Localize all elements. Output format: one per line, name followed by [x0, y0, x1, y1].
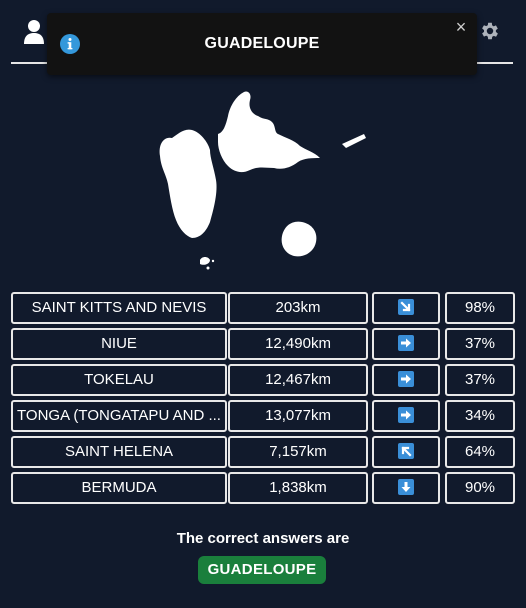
guess-country: BERMUDA	[11, 472, 227, 504]
guess-distance: 12,467km	[228, 364, 368, 396]
user-icon[interactable]	[23, 19, 45, 45]
guess-proximity: 37%	[445, 328, 515, 360]
gear-icon[interactable]	[479, 20, 501, 42]
info-icon	[60, 34, 80, 54]
guess-distance: 7,157km	[228, 436, 368, 468]
guess-row: BERMUDA 1,838km 90%	[11, 472, 515, 504]
guess-direction	[372, 472, 440, 504]
country-silhouette	[159, 91, 366, 270]
toast-title: GUADELOUPE	[204, 35, 320, 52]
guess-direction	[372, 292, 440, 324]
guess-distance: 13,077km	[228, 400, 368, 432]
guess-list: SAINT KITTS AND NEVIS 203km 98% NIUE 12,…	[11, 292, 515, 508]
guess-proximity: 90%	[445, 472, 515, 504]
guess-distance: 12,490km	[228, 328, 368, 360]
guess-direction	[372, 328, 440, 360]
guess-distance: 203km	[228, 292, 368, 324]
arrow-south-icon	[398, 478, 414, 495]
guess-row: NIUE 12,490km 37%	[11, 328, 515, 360]
guess-row: SAINT HELENA 7,157km 64%	[11, 436, 515, 468]
arrow-east-icon	[398, 370, 414, 387]
arrow-north-west-icon	[398, 442, 414, 459]
guess-distance: 1,838km	[228, 472, 368, 504]
guess-country: TOKELAU	[11, 364, 227, 396]
guess-row: SAINT KITTS AND NEVIS 203km 98%	[11, 292, 515, 324]
guess-direction	[372, 400, 440, 432]
arrow-south-east-icon	[398, 298, 414, 315]
guess-country: NIUE	[11, 328, 227, 360]
guess-country: TONGA (TONGATAPU AND ...	[11, 400, 227, 432]
guess-proximity: 64%	[445, 436, 515, 468]
guess-proximity: 37%	[445, 364, 515, 396]
guess-row: TONGA (TONGATAPU AND ... 13,077km 34%	[11, 400, 515, 432]
answer-label: The correct answers are	[176, 530, 350, 547]
guess-direction	[372, 364, 440, 396]
guess-proximity: 98%	[445, 292, 515, 324]
arrow-east-icon	[398, 334, 414, 351]
guess-country: SAINT HELENA	[11, 436, 227, 468]
close-button[interactable]: ×	[455, 17, 467, 37]
guess-direction	[372, 436, 440, 468]
guess-country: SAINT KITTS AND NEVIS	[11, 292, 227, 324]
arrow-east-icon	[398, 406, 414, 423]
guess-row: TOKELAU 12,467km 37%	[11, 364, 515, 396]
answer-badge: GUADELOUPE	[198, 556, 326, 584]
guess-proximity: 34%	[445, 400, 515, 432]
notification-toast: GUADELOUPE ×	[47, 13, 477, 75]
